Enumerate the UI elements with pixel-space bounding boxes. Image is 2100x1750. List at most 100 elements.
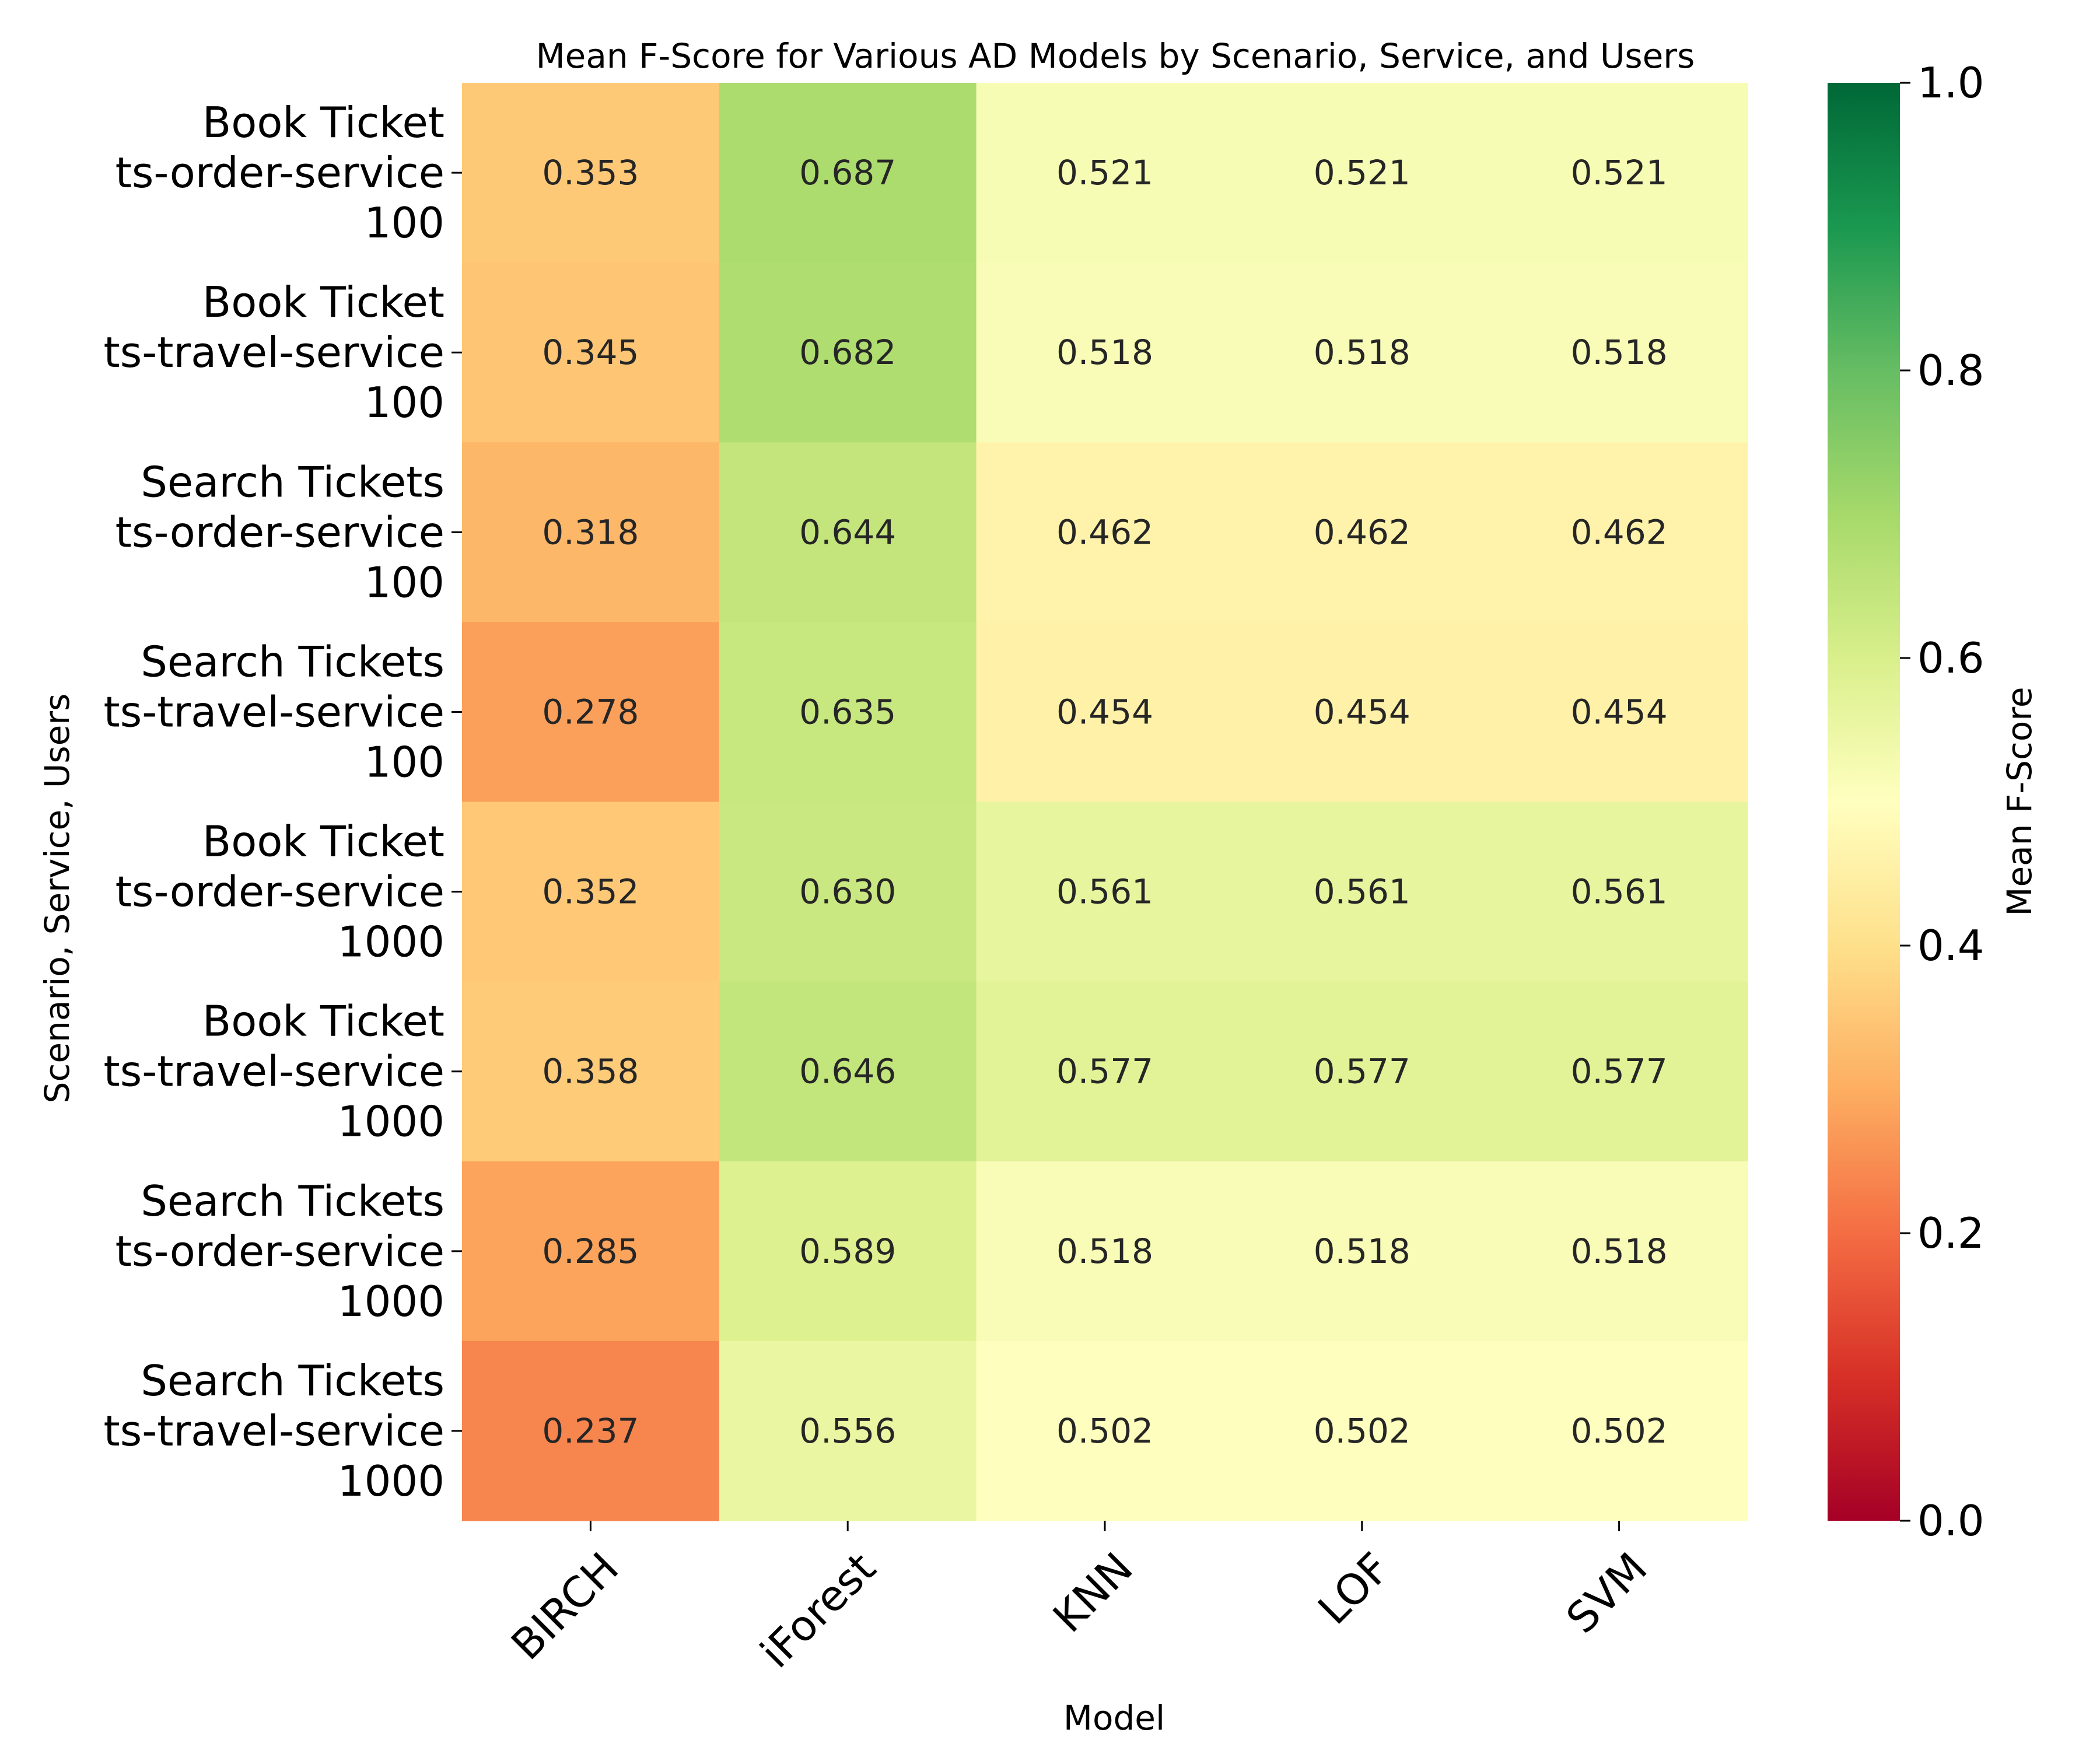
- heatmap-cell: [1490, 981, 1748, 1162]
- heatmap-cell: [719, 622, 977, 803]
- cell-value-label: 0.635: [799, 692, 896, 732]
- cell-value-label: 0.687: [799, 153, 896, 192]
- heatmap-cell: [462, 83, 720, 263]
- cell-value-label: 0.462: [1056, 512, 1153, 552]
- y-tick-label: Search Tickets: [141, 637, 444, 686]
- cell-value-label: 0.518: [1314, 332, 1410, 372]
- y-tick-label: 100: [365, 198, 444, 247]
- cell-value-label: 0.518: [1056, 332, 1153, 372]
- heatmap-cell: [1490, 802, 1748, 982]
- x-axis-label: Model: [1063, 1698, 1165, 1738]
- colorbar-tick-label: 0.4: [1917, 921, 1985, 970]
- colorbar-tick-label: 0.6: [1917, 634, 1985, 682]
- colorbar-tick-label: 0.2: [1917, 1209, 1985, 1258]
- cell-value-label: 0.502: [1571, 1411, 1668, 1451]
- colorbar-label: Mean F-Score: [2000, 687, 2039, 916]
- cell-value-label: 0.352: [542, 872, 639, 912]
- y-tick-label: 1000: [338, 918, 444, 967]
- x-tick-label: LOF: [1308, 1544, 1399, 1634]
- cell-value-label: 0.521: [1571, 153, 1668, 192]
- colorbar-ticks: 0.0 0.2 0.4 0.6 0.8 1.0: [1900, 58, 1985, 1545]
- heatmap-cell: [1233, 802, 1491, 982]
- y-tick-label: ts-travel-service: [104, 1406, 444, 1455]
- heatmap-cell: [719, 802, 977, 982]
- heatmap-cell: [1490, 1340, 1748, 1521]
- cell-value-label: 0.518: [1571, 332, 1668, 372]
- y-tick-label: Search Tickets: [141, 1356, 444, 1405]
- heatmap-cell: [462, 1340, 720, 1521]
- cell-value-label: 0.518: [1571, 1231, 1668, 1271]
- cell-value-label: 0.577: [1056, 1052, 1153, 1091]
- heatmap-cell: [976, 262, 1234, 443]
- heatmap-cell: [1490, 622, 1748, 803]
- heatmap-cell: [1233, 622, 1491, 803]
- y-tick-label: Book Ticket: [202, 278, 444, 327]
- y-tick-label: 1000: [338, 1097, 444, 1146]
- y-tick-label: ts-travel-service: [104, 328, 444, 377]
- heatmap-cell: [1490, 1161, 1748, 1342]
- heatmap-cell: [1233, 262, 1491, 443]
- cell-value-label: 0.518: [1056, 1231, 1153, 1271]
- cell-value-label: 0.682: [799, 332, 896, 372]
- cell-value-label: 0.577: [1314, 1052, 1410, 1091]
- heatmap-cell: [1490, 83, 1748, 263]
- heatmap-cell: [1490, 442, 1748, 622]
- cell-value-label: 0.237: [542, 1411, 639, 1451]
- heatmap-cell: [1233, 981, 1491, 1162]
- x-tick-label: SVM: [1557, 1544, 1656, 1643]
- y-tick-label: ts-travel-service: [104, 687, 444, 736]
- cell-value-label: 0.577: [1571, 1052, 1668, 1091]
- heatmap-cells: 0.353 0.687 0.521 0.521 0.521 0.345 0.682 0.518…: [462, 83, 1748, 1521]
- colorbar-tick-label: 0.0: [1917, 1496, 1985, 1545]
- heatmap-cell: [719, 83, 977, 263]
- y-tick-label: Book Ticket: [202, 817, 444, 866]
- cell-value-label: 0.454: [1314, 692, 1410, 732]
- cell-value-label: 0.561: [1314, 872, 1410, 912]
- heatmap-cell: [719, 442, 977, 622]
- y-tick-label: Search Tickets: [141, 457, 444, 506]
- cell-value-label: 0.561: [1056, 872, 1153, 912]
- colorbar-tick-label: 0.8: [1917, 346, 1985, 395]
- cell-value-label: 0.502: [1056, 1411, 1153, 1451]
- heatmap-cell: [976, 802, 1234, 982]
- cell-value-label: 0.353: [542, 153, 639, 192]
- cell-value-label: 0.454: [1571, 692, 1668, 732]
- heatmap-cell: [1233, 1340, 1491, 1521]
- cell-value-label: 0.462: [1314, 512, 1410, 552]
- y-tick-label: 100: [365, 737, 444, 786]
- heatmap-cell: [976, 442, 1234, 622]
- y-tick-label: ts-order-service: [116, 1227, 444, 1276]
- cell-value-label: 0.454: [1056, 692, 1153, 732]
- y-tick-label: Book Ticket: [202, 98, 444, 147]
- heatmap-cell: [462, 981, 720, 1162]
- cell-value-label: 0.502: [1314, 1411, 1410, 1451]
- heatmap-cell: [462, 622, 720, 803]
- y-tick-label: Book Ticket: [202, 997, 444, 1046]
- cell-value-label: 0.644: [799, 512, 896, 552]
- cell-value-label: 0.345: [542, 332, 639, 372]
- chart-title: Mean F-Score for Various AD Models by Sc…: [536, 36, 1695, 76]
- y-tick-label: ts-order-service: [116, 148, 444, 197]
- cell-value-label: 0.630: [799, 872, 896, 912]
- y-axis-label: Scenario, Service, Users: [37, 694, 77, 1104]
- heatmap-cell: [1233, 442, 1491, 622]
- y-tick-label: ts-order-service: [116, 508, 444, 556]
- heatmap-cell: [719, 981, 977, 1162]
- x-tick-label: BIRCH: [502, 1544, 628, 1670]
- heatmap-cell: [976, 1340, 1234, 1521]
- heatmap-cell: [462, 262, 720, 443]
- heatmap-cell: [719, 1340, 977, 1521]
- y-tick-label: ts-travel-service: [104, 1047, 444, 1096]
- heatmap-cell: [719, 1161, 977, 1342]
- y-tick-label: 1000: [338, 1457, 444, 1506]
- heatmap-cell: [976, 622, 1234, 803]
- y-tick-label: 100: [365, 558, 444, 607]
- heatmap-cell: [976, 83, 1234, 263]
- cell-value-label: 0.646: [799, 1052, 896, 1091]
- cell-value-label: 0.521: [1056, 153, 1153, 192]
- heatmap-cell: [976, 981, 1234, 1162]
- cell-value-label: 0.561: [1571, 872, 1668, 912]
- y-tick-label: 1000: [338, 1277, 444, 1326]
